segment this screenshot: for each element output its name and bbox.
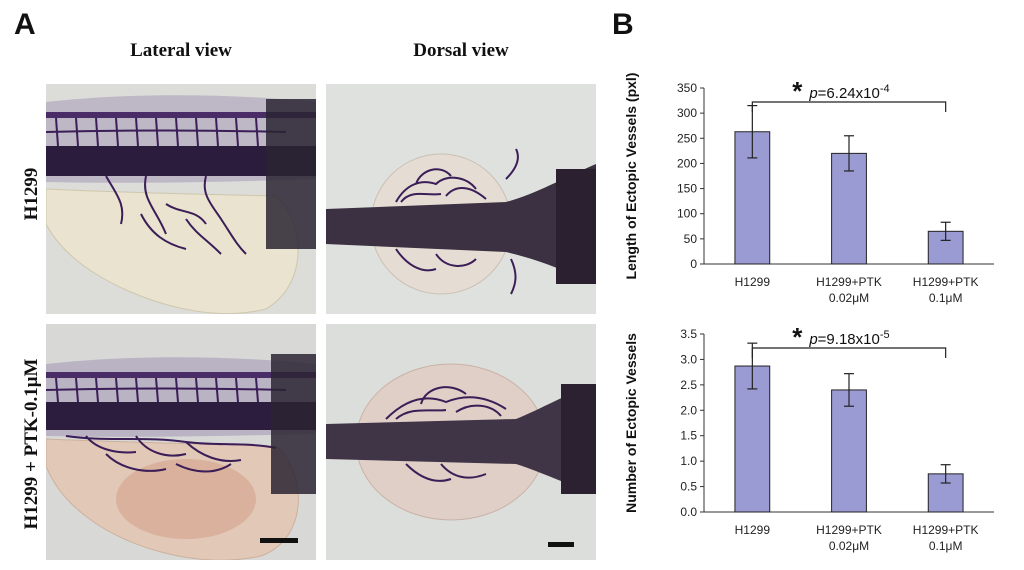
y-tick-label: 0.5 <box>680 480 697 494</box>
category-label: H1299+PTK 0.1μM <box>913 275 979 305</box>
p-value-label: p=9.18x10-5 <box>808 329 889 348</box>
y-tick-label: 250 <box>677 131 697 145</box>
y-tick-label: 150 <box>677 182 697 196</box>
category-label: H1299 <box>735 523 771 537</box>
bar <box>734 131 771 265</box>
significance-star: * <box>792 322 803 352</box>
chart-length-ectopic-vessels: 0 50 100 150 200 250 300 350 Length of Ectopic V… <box>623 73 994 305</box>
panel-letter-b: B <box>612 8 634 41</box>
y-tick-label: 1.5 <box>680 429 697 443</box>
bar <box>734 365 771 513</box>
y-tick-label: 200 <box>677 156 697 170</box>
y-tick-label: 2.0 <box>680 403 697 417</box>
category-label: H1299+PTK 0.02μM <box>816 275 882 305</box>
y-tick-label: 50 <box>684 232 698 246</box>
micrograph-dorsal-h1299-ptk <box>326 324 596 560</box>
chart-number-ectopic-vessels: 0.0 0.5 1.0 1.5 2.0 2.5 3.0 3.5 Number of Ectopi… <box>623 322 994 553</box>
y-tick-label: 3.0 <box>680 352 697 366</box>
significance-bracket <box>751 347 947 358</box>
row-label-h1299-ptk: H1299 + PTK-0.1μM <box>21 358 42 530</box>
y-tick-label: 300 <box>677 106 697 120</box>
category-label: H1299 <box>735 275 771 289</box>
y-tick-label: 0.0 <box>680 505 697 519</box>
micrograph-lateral-h1299 <box>46 84 316 314</box>
lateral-view-title: Lateral view <box>130 40 232 61</box>
y-tick-label: 1.0 <box>680 454 697 468</box>
category-label: H1299+PTK 0.02μM <box>816 523 882 553</box>
category-label: H1299+PTK 0.1μM <box>913 523 979 553</box>
row-label-h1299: H1299 <box>21 167 42 221</box>
bar <box>831 389 867 513</box>
y-axis-label: Number of Ectopic Vessels <box>623 333 639 513</box>
y-tick-label: 3.5 <box>680 327 697 341</box>
micrograph-dorsal-h1299 <box>326 84 596 314</box>
panel-letter-a: A <box>14 8 36 41</box>
y-tick-label: 350 <box>677 81 697 95</box>
y-axis-label: Length of Ectopic Vessels (pxl) <box>623 73 639 280</box>
significance-bracket <box>751 101 947 112</box>
dorsal-view-title: Dorsal view <box>413 40 509 61</box>
y-tick-label: 0 <box>690 257 697 271</box>
y-tick-label: 2.5 <box>680 378 697 392</box>
y-tick-label: 100 <box>677 207 697 221</box>
micrograph-lateral-h1299-ptk <box>46 324 316 560</box>
significance-star: * <box>792 76 803 106</box>
p-value-label: p=6.24x10-4 <box>808 83 889 102</box>
